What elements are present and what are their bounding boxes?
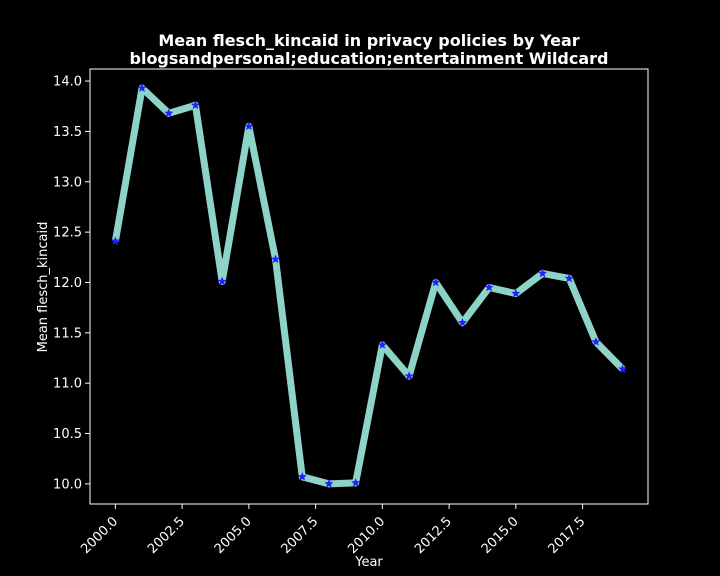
- chart-subtitle: blogsandpersonal;education;entertainment…: [130, 49, 609, 68]
- y-tick-label: 13.0: [53, 175, 82, 190]
- y-tick-label: 10.0: [53, 477, 82, 492]
- data-point: [591, 336, 601, 346]
- data-point: [377, 340, 388, 349]
- data-point: [297, 471, 307, 481]
- data-point: [270, 254, 281, 264]
- data-point: [164, 108, 174, 118]
- y-tick-label: 11.0: [53, 377, 82, 392]
- x-axis-label: Year: [354, 555, 383, 570]
- data-point: [484, 282, 494, 292]
- data-point: [511, 288, 521, 298]
- data-point: [537, 268, 548, 278]
- y-axis-label: Mean flesch_kincaid: [36, 222, 51, 353]
- data-point: [110, 236, 121, 246]
- y-tick-label: 10.5: [53, 427, 82, 442]
- data-point: [617, 364, 628, 374]
- data-point: [350, 477, 361, 487]
- data-point: [431, 277, 441, 287]
- plot-frame: [89, 68, 649, 505]
- y-tick-label: 13.5: [53, 125, 82, 140]
- data-point: [324, 478, 334, 488]
- data-point: [217, 276, 227, 286]
- data-point: [190, 100, 201, 110]
- data-point: [244, 121, 254, 131]
- chart-title: Mean flesch_kincaid in privacy policies …: [158, 31, 579, 50]
- data-point: [137, 83, 147, 93]
- y-tick-label: 12.0: [53, 276, 82, 291]
- y-tick-label: 12.5: [53, 226, 82, 241]
- data-point: [404, 371, 414, 381]
- data-point: [457, 317, 468, 327]
- series-line: [111, 84, 626, 488]
- y-axis: 10.0 10.5 11.0 11.5 12.0 12.5 13.0 13.5 14.0: [53, 75, 90, 492]
- y-tick-label: 11.5: [53, 326, 82, 341]
- series-layer: [110, 83, 628, 488]
- y-tick-label: 14.0: [53, 75, 82, 90]
- data-point: [564, 273, 574, 283]
